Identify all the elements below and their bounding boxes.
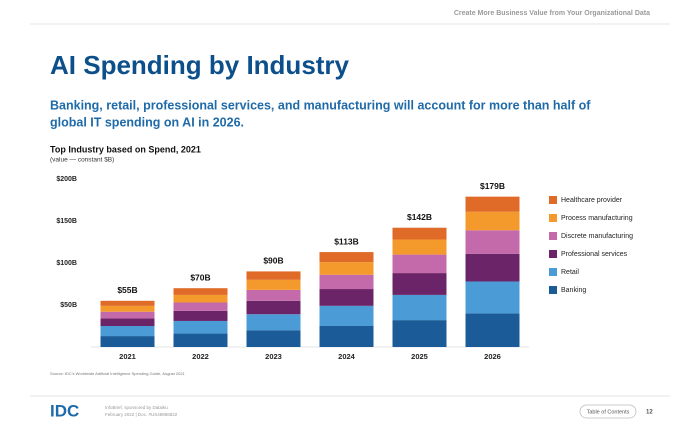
bar-segment (100, 311, 155, 319)
bar-segment (173, 333, 228, 347)
bar-segment (465, 196, 520, 212)
legend-label: Process manufacturing (561, 215, 633, 222)
chart-title: Top Industry based on Spend, 2021 (50, 144, 201, 154)
y-tick-label: $50B (60, 302, 77, 309)
bar-segment (173, 320, 228, 334)
footer-logo: IDC (50, 401, 79, 420)
bar-segment (392, 239, 447, 255)
legend-label: Healthcare provider (561, 197, 623, 204)
bar-segment (246, 314, 301, 331)
legend-swatch (549, 286, 557, 294)
bar-segment (319, 262, 374, 275)
bar-segment (100, 336, 155, 347)
bar-segment (465, 313, 520, 347)
legend-label: Professional services (561, 251, 628, 258)
toc-button[interactable] (579, 404, 637, 419)
subtitle-line: Banking, retail, professional services, … (50, 98, 591, 112)
subtitle-line: global IT spending on AI in 2026. (50, 115, 244, 129)
legend-swatch (549, 250, 557, 258)
bar-segment (100, 305, 155, 312)
x-tick-label: 2024 (338, 352, 356, 361)
bar-segment (392, 273, 447, 295)
bar-segment (319, 252, 374, 263)
bar-segment (100, 300, 155, 306)
y-tick-label: $150B (56, 218, 77, 225)
legend-label: Retail (561, 269, 579, 276)
legend-swatch (549, 232, 557, 240)
bar-segment (392, 320, 447, 347)
x-tick-label: 2021 (119, 352, 136, 361)
total-label: $90B (263, 256, 283, 266)
legend-swatch (549, 214, 557, 222)
bar-segment (319, 326, 374, 347)
bar-segment (100, 326, 155, 337)
x-tick-label: 2023 (265, 352, 282, 361)
bar-segment (319, 289, 374, 306)
x-tick-label: 2022 (192, 352, 209, 361)
x-tick-label: 2026 (484, 352, 501, 361)
page-number: 12 (646, 410, 653, 416)
x-tick-label: 2025 (411, 352, 428, 361)
y-tick-label: $100B (56, 260, 77, 267)
total-label: $142B (407, 212, 432, 222)
bar-segment (246, 300, 301, 315)
bar-segment (319, 305, 374, 326)
legend-swatch (549, 268, 557, 276)
bar-segment (173, 310, 228, 321)
source-note: Source: IDC's Worldwide Artificial Intel… (50, 371, 186, 376)
bar-segment (246, 279, 301, 290)
legend-label: Discrete manufacturing (561, 233, 633, 240)
bar-segment (173, 302, 228, 311)
footer-line: InfoBrief, sponsored by Dataiku (105, 405, 168, 410)
bar-segment (465, 253, 520, 282)
bar-segment (392, 294, 447, 321)
page-title: AI Spending by Industry (50, 50, 350, 80)
bar-segment (465, 211, 520, 231)
bar-segment (392, 254, 447, 274)
legend-swatch (549, 196, 557, 204)
toc-label[interactable]: Table of Contents (587, 409, 630, 415)
footer-line: February 2022 | Doc. #US48886822 (105, 412, 178, 417)
bar-segment (173, 294, 228, 303)
total-label: $179B (480, 181, 505, 191)
bar-segment (100, 318, 155, 326)
bar-segment (465, 281, 520, 314)
bar-segment (246, 271, 301, 280)
bar-segment (319, 274, 374, 290)
total-label: $55B (117, 285, 137, 295)
total-label: $70B (190, 272, 210, 282)
bar-segment (246, 330, 301, 347)
bar-segment (465, 230, 520, 254)
bar-segment (246, 289, 301, 301)
chart-subtitle: (value — constant $B) (50, 157, 114, 164)
legend-label: Banking (561, 287, 586, 294)
bar-segment (173, 288, 228, 295)
header-tagline: Create More Business Value from Your Org… (454, 10, 650, 17)
bar-segment (392, 227, 447, 240)
total-label: $113B (334, 236, 359, 246)
y-tick-label: $200B (56, 176, 77, 183)
